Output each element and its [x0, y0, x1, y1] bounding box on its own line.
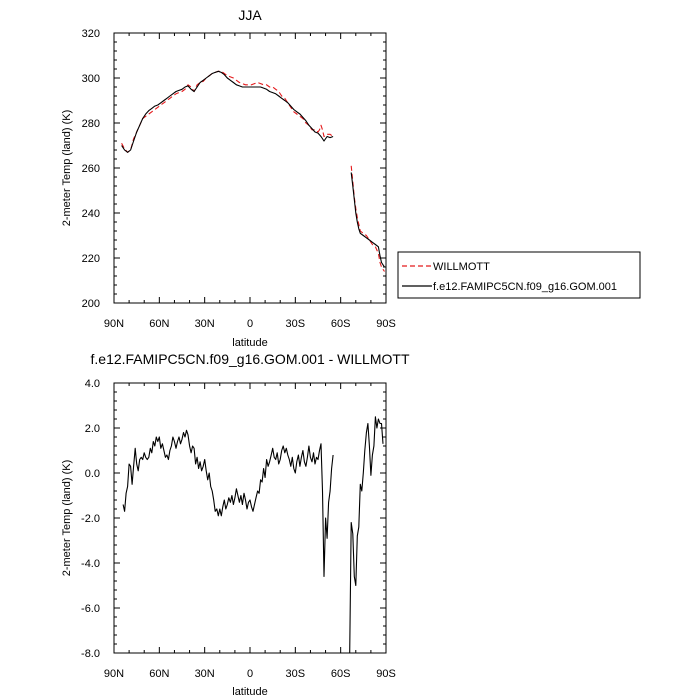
bottom-plot-title: f.e12.FAMIPC5CN.f09_g16.GOM.001 - WILLMO… — [91, 351, 410, 367]
top-x-tick-label: 30N — [195, 318, 215, 330]
bottom-x-axis-title: latitude — [232, 686, 267, 698]
bottom-series-0-line-segment-0 — [122, 429, 334, 578]
top-series-1-line-segment-0 — [121, 70, 334, 153]
bottom-panel: f.e12.FAMIPC5CN.f09_g16.GOM.001 - WILLMO… — [61, 351, 410, 698]
top-plot-frame — [113, 32, 387, 304]
top-y-axis-title: 2-meter Temp (land) (K) — [61, 110, 73, 227]
top-series-1-line-segment-1 — [350, 172, 385, 268]
top-x-tick-label: 30S — [286, 318, 306, 330]
legend-box — [397, 251, 641, 299]
legend-willmott-label: WILLMOTT — [433, 261, 490, 273]
bottom-y-tick-label: 0.0 — [85, 468, 100, 480]
bottom-x-tick-label: 90N — [104, 668, 124, 680]
bottom-x-tick-label: 0 — [247, 668, 253, 680]
bottom-x-tick-label: 60S — [331, 668, 351, 680]
top-x-tick-label: 60S — [331, 318, 351, 330]
bottom-x-tick-label: 90S — [376, 668, 396, 680]
top-x-tick-label: 90S — [376, 318, 396, 330]
top-series-0-line-segment-1 — [350, 165, 385, 272]
top-plot-title: JJA — [238, 7, 262, 23]
bottom-y-tick-label: 2.0 — [85, 423, 100, 435]
top-x-tick-label: 0 — [247, 318, 253, 330]
bottom-y-tick-label: -4.0 — [81, 558, 100, 570]
legend: WILLMOTT f.e12.FAMIPC5CN.f09_g16.GOM.001 — [397, 251, 641, 299]
top-y-tick-label: 220 — [82, 253, 100, 265]
top-y-tick-label: 200 — [82, 298, 100, 310]
bottom-y-tick-label: -8.0 — [81, 648, 100, 660]
bottom-y-tick-label: -6.0 — [81, 603, 100, 615]
top-x-axis-title: latitude — [232, 337, 267, 349]
bottom-x-tick-label: 30S — [286, 668, 306, 680]
top-y-tick-label: 320 — [82, 28, 100, 40]
bottom-y-tick-label: 4.0 — [85, 378, 100, 390]
bottom-x-tick-label: 30N — [195, 668, 215, 680]
bottom-series-0-line-segment-1 — [349, 416, 384, 654]
top-y-tick-label: 260 — [82, 163, 100, 175]
top-ticks: 90N 60N 30N 0 30S 60S 90S 200 220 240 260 280 300 320 — [82, 28, 396, 330]
top-y-tick-label: 300 — [82, 73, 100, 85]
top-y-tick-label: 240 — [82, 208, 100, 220]
top-series-group — [121, 70, 385, 272]
top-panel: JJA 90N 60N 30N 0 30S 60S 90S 200 220 240 260 280 30… — [61, 7, 396, 349]
top-x-tick-label: 60N — [149, 318, 169, 330]
top-series-0-line-segment-0 — [121, 70, 334, 153]
bottom-series-group — [122, 416, 384, 654]
bottom-plot-frame — [113, 382, 387, 654]
top-y-tick-label: 280 — [82, 118, 100, 130]
bottom-y-tick-label: -2.0 — [81, 513, 100, 525]
bottom-ticks: 90N 60N 30N 0 30S 60S 90S -8.0 -6.0 -4.0 -2.0 0.0 2.… — [81, 378, 396, 680]
bottom-x-tick-label: 60N — [149, 668, 169, 680]
top-x-tick-label: 90N — [104, 318, 124, 330]
bottom-y-axis-title: 2-meter Temp (land) (K) — [61, 460, 73, 577]
legend-model-label: f.e12.FAMIPC5CN.f09_g16.GOM.001 — [433, 281, 617, 293]
